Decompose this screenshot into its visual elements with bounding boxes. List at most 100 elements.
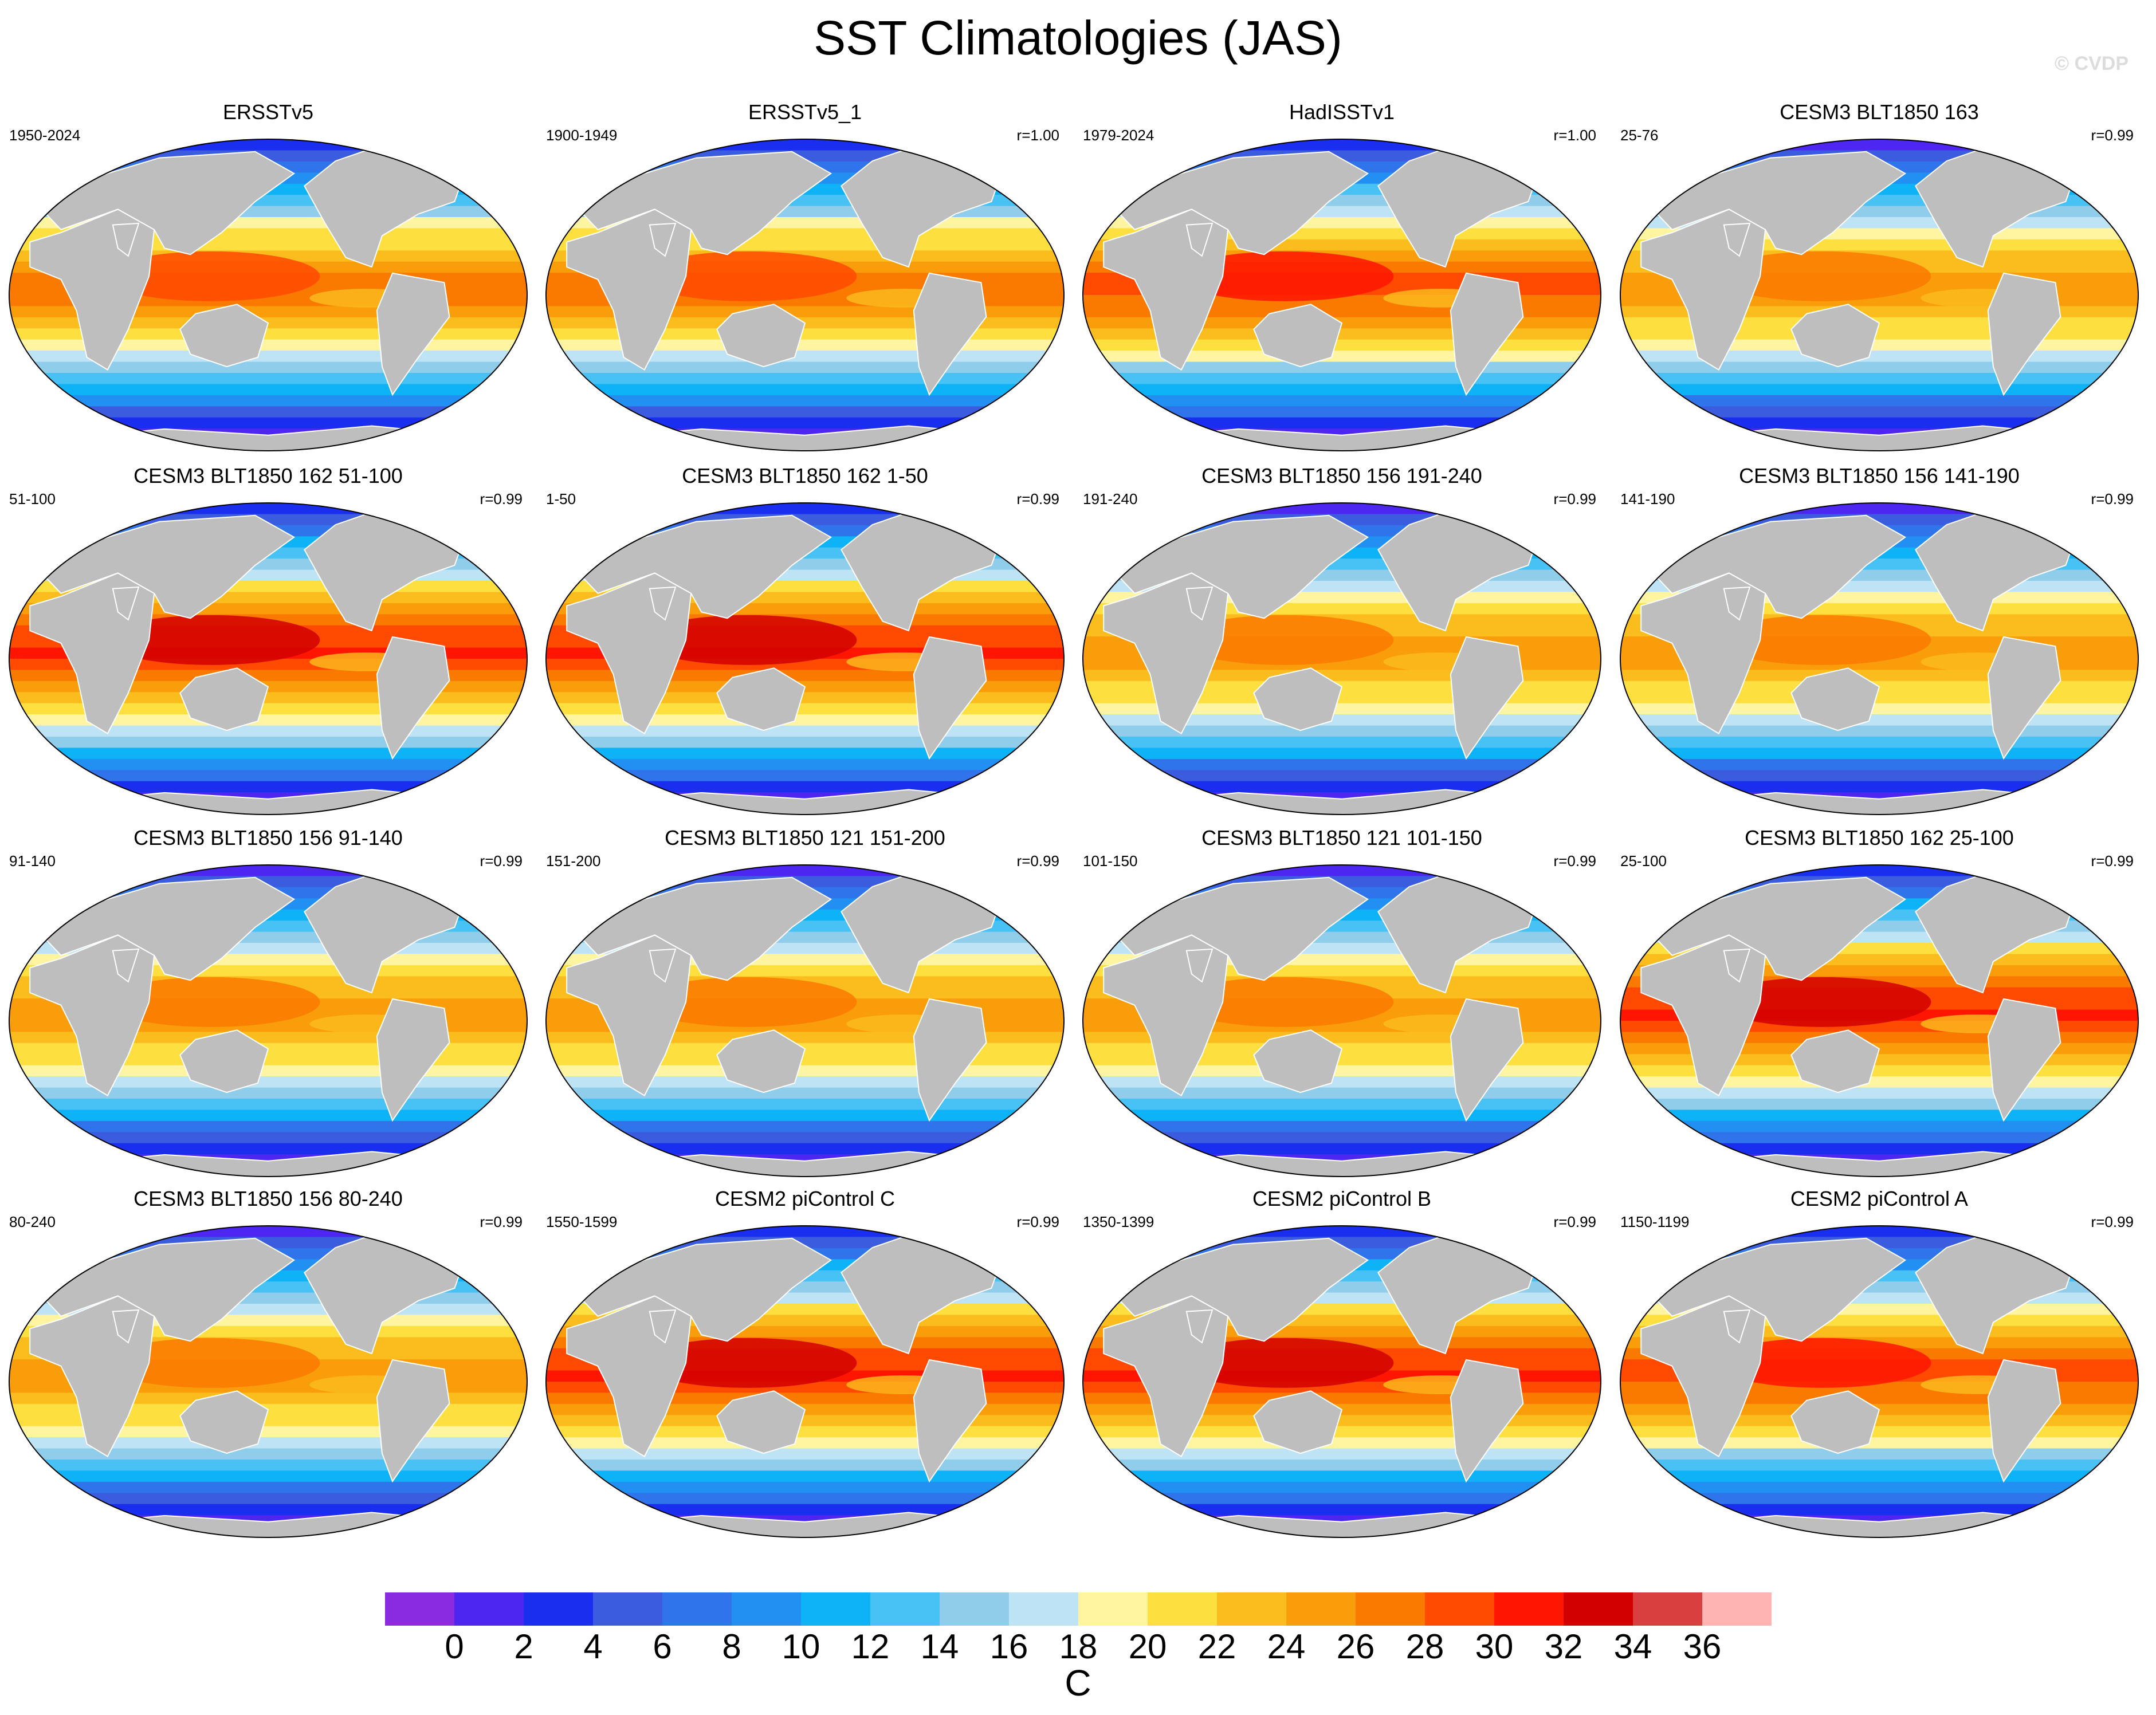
sst-band xyxy=(9,770,527,782)
sst-map xyxy=(9,1225,528,1538)
land-mass xyxy=(959,869,1008,894)
colorbar-tick-label: 22 xyxy=(1197,1627,1236,1666)
land-mass xyxy=(913,272,987,396)
land-mass xyxy=(1790,1029,1880,1093)
map-panel: ERSSTv5_1 1900-1949 r=1.00 xyxy=(541,100,1069,467)
sst-band xyxy=(546,1099,1064,1111)
land-mass xyxy=(1650,151,1907,255)
map-panel: CESM2 piControl B 1350-1399 r=0.99 xyxy=(1078,1187,1605,1553)
colorbar-tick-labels: 0 2 4 6 8 10 12 14 16 18 20 22 24 26 28 30 32 34 36 xyxy=(0,1627,2156,1673)
colorbar-swatch xyxy=(870,1592,940,1626)
colorbar-tick-label: 26 xyxy=(1336,1627,1375,1666)
panel-title: CESM3 BLT1850 156 80-240 xyxy=(133,1187,403,1210)
sst-map xyxy=(545,502,1065,815)
sst-map xyxy=(1620,139,2139,451)
sst-band xyxy=(546,1226,1064,1238)
sst-band xyxy=(1083,417,1601,430)
colorbar-units: C xyxy=(1065,1662,1091,1704)
colorbar-swatch xyxy=(593,1592,663,1626)
sst-band xyxy=(9,1110,527,1122)
land-mass xyxy=(1496,869,1545,894)
land-mass xyxy=(1650,514,1907,619)
warm-pool xyxy=(1176,251,1394,301)
land-mass xyxy=(39,876,296,981)
sst-band xyxy=(1083,781,1601,793)
panel-title: CESM3 BLT1850 121 101-150 xyxy=(1201,826,1482,849)
panel-years: 191-240 xyxy=(1083,490,1138,508)
sst-band xyxy=(9,1470,527,1482)
sst-band xyxy=(546,725,1064,737)
map-outline xyxy=(9,1225,528,1538)
land-mass xyxy=(1650,876,1907,981)
land-mass xyxy=(422,507,472,532)
land-mass xyxy=(39,514,296,619)
land-mass xyxy=(1723,1309,1751,1344)
sst-band xyxy=(546,1087,1064,1099)
sst-band xyxy=(546,503,1064,515)
sst-band xyxy=(9,714,527,726)
sst-band xyxy=(1083,373,1601,385)
sst-band xyxy=(1620,417,2138,430)
land-mass xyxy=(959,507,1008,532)
sst-band xyxy=(546,1110,1064,1122)
warm-pool xyxy=(1176,615,1394,665)
panel-years: 1979-2024 xyxy=(1083,127,1154,144)
panel-title: CESM3 BLT1850 156 191-240 xyxy=(1201,464,1482,487)
panel-years: 1550-1599 xyxy=(546,1213,618,1230)
sst-map xyxy=(1082,1225,1601,1538)
land-mass xyxy=(1496,1230,1545,1255)
sst-band xyxy=(546,1076,1064,1088)
land-mass xyxy=(913,998,987,1122)
sst-band xyxy=(1620,781,2138,793)
panel-correlation: r=0.99 xyxy=(1016,852,1059,870)
map-panel: CESM3 BLT1850 162 51-100 51-100 r=0.99 xyxy=(5,464,532,831)
sst-band xyxy=(546,395,1064,407)
sst-band xyxy=(546,1470,1064,1482)
sst-map xyxy=(9,864,528,1177)
sst-band xyxy=(1620,373,2138,385)
land-mass xyxy=(1185,222,1214,257)
panel-title: CESM3 BLT1850 121 151-200 xyxy=(665,826,945,849)
land-mass xyxy=(716,1390,806,1454)
sst-band xyxy=(1083,384,1601,396)
colorbar-swatch xyxy=(1356,1592,1425,1626)
map-outline xyxy=(1620,864,2139,1177)
map-panel: CESM3 BLT1850 162 25-100 25-100 r=0.99 xyxy=(1616,826,2143,1193)
land-mass xyxy=(179,304,269,368)
sst-band xyxy=(546,1504,1064,1516)
sst-band xyxy=(1620,1099,2138,1111)
colorbar-swatch xyxy=(940,1592,1010,1626)
sst-band xyxy=(9,1504,527,1516)
panel-title: ERSSTv5 xyxy=(222,100,314,124)
colorbar-swatch xyxy=(524,1592,594,1626)
sst-band xyxy=(1620,361,2138,373)
panel-correlation: r=0.99 xyxy=(480,852,523,870)
sst-band xyxy=(9,737,527,749)
sst-band xyxy=(1620,1504,2138,1516)
panel-title: CESM3 BLT1850 162 1-50 xyxy=(682,464,928,487)
sst-band xyxy=(9,1143,527,1155)
map-outline xyxy=(9,502,528,815)
sst-band xyxy=(1083,1481,1601,1494)
colorbar-tick-label: 4 xyxy=(583,1627,603,1666)
panel-title: CESM3 BLT1850 156 91-140 xyxy=(133,826,403,849)
land-mass xyxy=(1450,272,1524,396)
sst-band xyxy=(1620,406,2138,418)
map-outline xyxy=(1082,502,1601,815)
panel-years: 91-140 xyxy=(9,852,56,870)
sst-band xyxy=(1083,1226,1601,1238)
panel-correlation: r=0.99 xyxy=(2091,852,2134,870)
sst-map xyxy=(1620,864,2139,1177)
sst-band xyxy=(9,1132,527,1144)
sst-band xyxy=(9,417,527,430)
panel-correlation: r=0.99 xyxy=(1553,1213,1596,1230)
map-outline xyxy=(9,864,528,1177)
sst-band xyxy=(546,1143,1064,1155)
sst-map xyxy=(1082,502,1601,815)
colorbar-tick-label: 0 xyxy=(445,1627,464,1666)
map-panel: ERSSTv5 1950-2024 xyxy=(5,100,532,467)
warm-pool xyxy=(1176,1338,1394,1388)
sst-band xyxy=(1083,770,1601,782)
sst-band xyxy=(9,781,527,793)
sst-band xyxy=(1083,1099,1601,1111)
